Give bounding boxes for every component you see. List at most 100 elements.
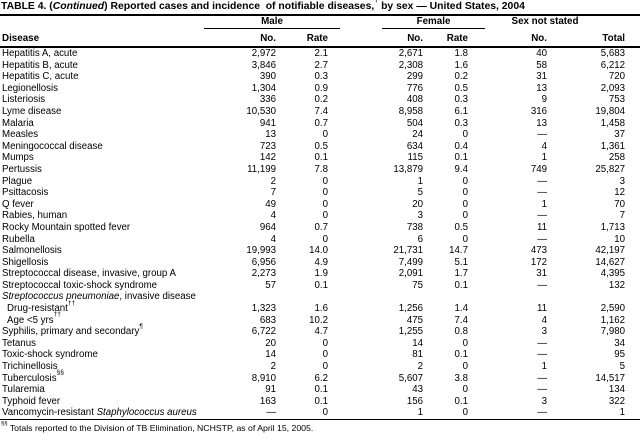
value-cell: 2,671 xyxy=(398,48,423,59)
value-cell: 0 xyxy=(322,198,328,210)
value-cell: 21,731 xyxy=(393,245,423,257)
disease-name: Tetanus xyxy=(2,337,36,349)
disease-name: Hepatitis C, acute xyxy=(2,71,79,83)
value-cell: 683 xyxy=(259,314,276,326)
sex-not-stated-group-label: Sex not stated xyxy=(511,16,579,27)
value-cell: 753 xyxy=(608,94,626,106)
value-cell: 0 xyxy=(322,337,328,349)
value-cell: 4.7 xyxy=(314,326,328,338)
value-cell: 3.8 xyxy=(454,372,469,384)
disease-name: Trichinellosis xyxy=(2,361,58,373)
value-cell: 0.5 xyxy=(314,140,328,152)
value-cell: 0 xyxy=(322,361,328,373)
value-cell: 4 xyxy=(270,210,276,222)
value-cell: 2,590 xyxy=(600,303,626,315)
value-cell: — xyxy=(537,233,548,245)
table-row: Typhoid fever 163 0.1 156 0.1 3 322 xyxy=(0,396,640,408)
male-group-header-cell: Male xyxy=(204,16,340,29)
value-cell: 1,255 xyxy=(398,326,423,338)
value-cell: 2.7 xyxy=(314,59,328,71)
value-cell: 1,713 xyxy=(600,221,626,233)
value-cell: 0.8 xyxy=(454,326,469,338)
value-cell: 1.7 xyxy=(454,268,469,280)
value-cell: 5 xyxy=(619,361,626,373)
value-cell: 14.0 xyxy=(309,245,328,257)
value-cell: 390 xyxy=(259,71,276,83)
value-cell: 0 xyxy=(462,175,469,187)
value-cell: — xyxy=(468,407,548,421)
value-cell: 12 xyxy=(614,187,626,199)
value-cell: 4 xyxy=(270,233,276,245)
disease-name: Age <5 yrs†† xyxy=(7,311,61,326)
value-cell: 1.4 xyxy=(454,303,469,315)
male-rate-column-header: Rate xyxy=(276,29,328,48)
disease-name: Measles xyxy=(2,129,39,141)
total-column-header: Total xyxy=(547,29,640,48)
disease-name: Listeriosis xyxy=(2,94,46,106)
value-cell: 2.1 xyxy=(314,48,328,59)
disease-name: Meningococcal disease xyxy=(2,140,103,152)
table-row: Tularemia 91 0.1 43 0 — 134 xyxy=(0,384,640,396)
value-cell: 0.4 xyxy=(454,140,469,152)
value-cell: 9.4 xyxy=(454,163,469,175)
value-cell: 115 xyxy=(407,152,423,164)
value-cell: 1 xyxy=(541,152,548,164)
value-cell: 0.1 xyxy=(454,152,469,164)
value-cell: 31 xyxy=(536,268,548,280)
value-cell: 0 xyxy=(462,187,469,199)
value-cell: 9 xyxy=(541,94,548,106)
value-cell: 70 xyxy=(614,198,626,210)
value-cell: 0.2 xyxy=(314,94,328,106)
table-row: Hepatitis B, acute 3,846 2.7 2,308 1.6 58 6,21… xyxy=(0,60,640,72)
value-cell: 163 xyxy=(259,395,276,407)
disease-name: Typhoid fever xyxy=(2,395,61,407)
value-cell: 0.7 xyxy=(314,221,328,233)
value-cell: 75 xyxy=(412,279,423,291)
disease-name: Pertussis xyxy=(2,163,42,175)
table-row: Malaria 941 0.7 504 0.3 13 1,458 xyxy=(0,118,640,130)
value-cell: 14.7 xyxy=(449,245,469,257)
value-cell: 3,846 xyxy=(251,59,276,71)
table-row: Measles 13 0 24 0 — 37 xyxy=(0,129,640,141)
table-row: Rocky Mountain spotted fever 964 0.7 738 0.5… xyxy=(0,222,640,234)
value-cell: 0 xyxy=(322,175,328,187)
value-cell: 132 xyxy=(608,279,626,291)
value-cell: — xyxy=(537,372,548,384)
value-cell: 4,395 xyxy=(600,268,626,280)
value-cell: 91 xyxy=(265,384,276,396)
disease-name: Drug-resistant†† xyxy=(7,299,76,315)
value-cell: 1,304 xyxy=(251,82,276,94)
blank-header-cell xyxy=(0,16,210,29)
value-cell: 1.6 xyxy=(314,303,328,315)
value-cell: 2,972 xyxy=(251,48,276,59)
disease-name: Shigellosis xyxy=(2,256,49,268)
value-cell: 6.1 xyxy=(454,105,469,117)
value-cell: 299 xyxy=(406,71,423,83)
table-row: Listeriosis 336 0.2 408 0.3 9 753 xyxy=(0,94,640,106)
value-cell: 1.8 xyxy=(454,48,469,59)
value-cell: 0.7 xyxy=(314,117,328,129)
table-row: Salmonellosis 19,993 14.0 21,731 14.7 473 42,1… xyxy=(0,245,640,257)
value-cell: 1 xyxy=(547,407,640,421)
value-cell: 43 xyxy=(412,384,423,396)
value-cell: — xyxy=(537,187,548,199)
value-cell: 6,722 xyxy=(251,326,276,338)
value-cell: 0.3 xyxy=(454,117,469,129)
disease-name: Psittacosis xyxy=(2,187,49,199)
value-cell: 4 xyxy=(541,140,548,152)
disease-name: Lyme disease xyxy=(2,105,62,117)
table-row: Plague 2 0 1 0 — 3 xyxy=(0,176,640,188)
value-cell: 14,627 xyxy=(595,256,626,268)
disease-name: Tuberculosis§§ xyxy=(2,369,64,384)
value-cell: 13 xyxy=(536,117,548,129)
value-cell: 322 xyxy=(608,395,626,407)
value-cell: 1.6 xyxy=(454,59,469,71)
value-cell: — xyxy=(537,337,548,349)
table-row: Legionellosis 1,304 0.9 776 0.5 13 2,093 xyxy=(0,83,640,95)
value-cell: 3 xyxy=(541,326,548,338)
female-no-column-header: No. xyxy=(328,29,423,48)
value-cell: 6.2 xyxy=(314,372,328,384)
value-cell: 941 xyxy=(259,117,276,129)
table-row: Shigellosis 6,956 4.9 7,499 5.1 172 14,627 xyxy=(0,257,640,269)
value-cell: 473 xyxy=(530,245,548,257)
